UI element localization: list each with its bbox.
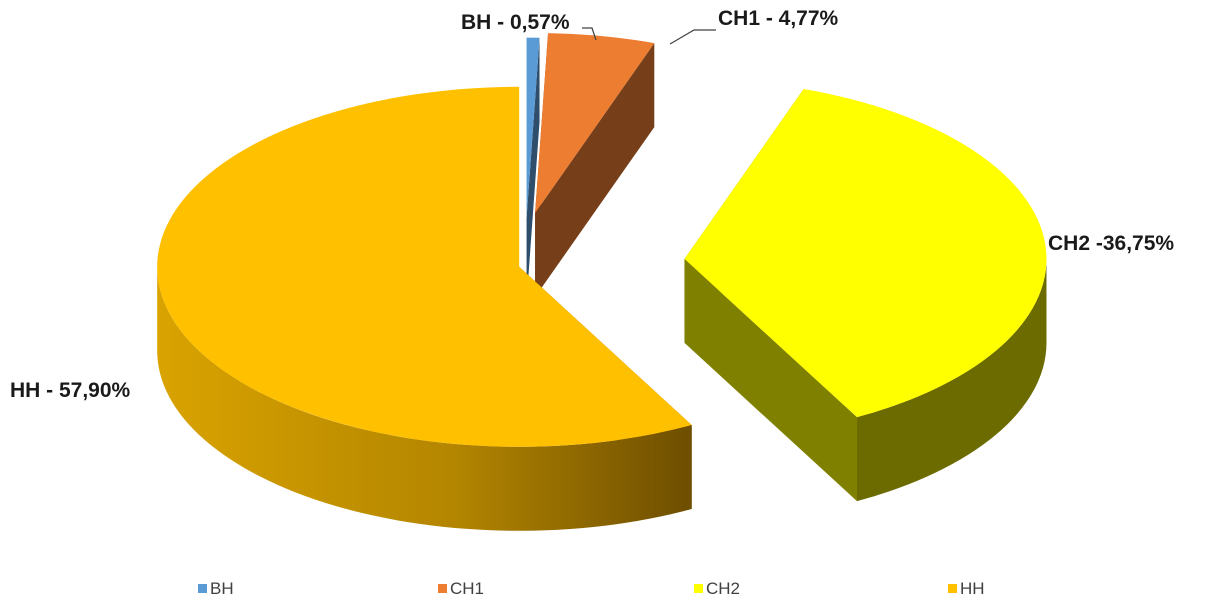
- legend-swatch-hh: [948, 584, 957, 593]
- label-callouts: [582, 27, 716, 45]
- legend-item-hh: HH: [948, 579, 985, 598]
- slice-ch1-wall: [535, 43, 655, 298]
- legend-swatch-ch2: [694, 584, 703, 593]
- data-label-bh: BH - 0,57%: [461, 11, 570, 34]
- legend-label-ch2: CH2: [706, 579, 740, 598]
- slice-ch2: [684, 88, 1047, 502]
- legend-label-ch1: CH1: [450, 579, 484, 598]
- legend-label-bh: BH: [210, 579, 234, 598]
- legend-label-hh: HH: [960, 579, 985, 598]
- legend-swatch-ch1: [438, 584, 447, 593]
- slice-ch2-wall: [684, 258, 857, 502]
- slice-bh-top: [526, 37, 540, 218]
- callout-line-bh: [582, 27, 597, 41]
- slice-hh: [157, 86, 692, 531]
- slice-hh-side: [157, 266, 692, 531]
- legend-item-bh: BH: [198, 579, 234, 598]
- data-label-ch2: CH2 -36,75%: [1048, 232, 1174, 255]
- slice-bh-wall: [526, 37, 540, 302]
- legend-item-ch1: CH1: [438, 579, 484, 598]
- legend-item-ch2: CH2: [694, 579, 740, 598]
- legend: BH CH1 CH2 HH: [198, 579, 985, 598]
- data-label-ch1: CH1 - 4,77%: [718, 7, 839, 30]
- slice-ch1: [535, 33, 655, 298]
- legend-swatch-bh: [198, 584, 207, 593]
- pie-slices: [157, 33, 1047, 531]
- slice-ch2-top: [684, 88, 1047, 418]
- callout-line-ch1: [669, 29, 716, 45]
- slice-ch2-side: [856, 258, 1047, 502]
- data-labels: BH - 0,57% CH1 - 4,77% CH2 -36,75% HH - 57,…: [10, 7, 1174, 402]
- slice-bh: [526, 37, 540, 302]
- data-label-hh: HH - 57,90%: [10, 379, 131, 402]
- slice-hh-top: [157, 86, 692, 447]
- slice-ch1-top: [535, 33, 655, 214]
